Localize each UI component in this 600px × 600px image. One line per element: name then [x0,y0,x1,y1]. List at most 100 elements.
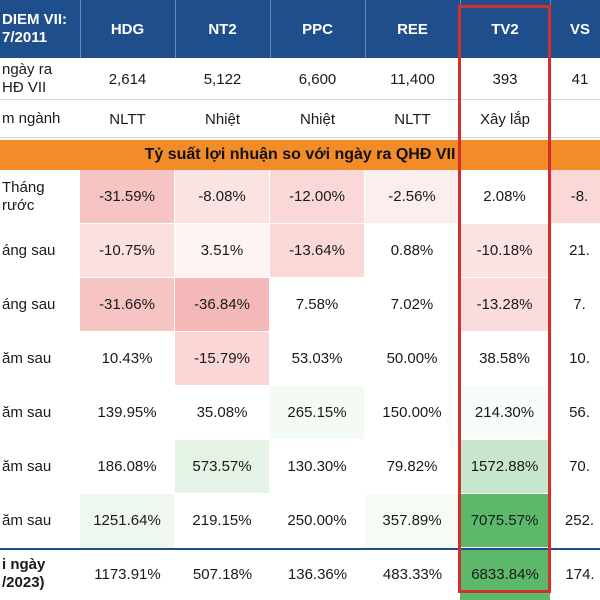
row-divider [0,137,600,138]
row-label: ăm sau [0,440,80,494]
return-value-cell: 265.15% [270,386,365,440]
row-label-line: Tháng [2,179,45,196]
header-row: DIEM VII: 7/2011 HDG NT2 PPC REE TV2 VS [0,0,600,58]
return-value-cell: 573.57% [175,440,270,494]
return-value-cell: 186.08% [80,440,175,494]
row-label-line: ăm sau [2,404,52,421]
return-row: ăm sau 10.43% -15.79% 53.03% 50.00% 38.58% 10. [0,332,600,386]
info-value: Xây lắp [479,110,531,128]
return-value-cell: -8.08% [175,170,270,224]
return-value-cell: 53.03% [270,332,365,386]
return-value-cell: -31.59% [80,170,175,224]
info-value: 2,614 [108,70,147,88]
return-value-cell: 1572.88% [460,440,550,494]
row-label-line: rước [2,197,35,214]
return-value-cell: 139.95% [80,386,175,440]
row-label-line: /2023) [2,574,45,591]
info-value: NLTT [109,110,146,128]
return-row: áng sau -10.75% 3.51% -13.64% 0.88% -10.18% 21… [0,224,600,278]
return-value-cell: 1251.64% [80,494,175,548]
info-value: NLTT [394,110,431,128]
return-value-cell: 79.82% [365,440,460,494]
row-label-line: i ngày [2,556,46,573]
row-label-line: áng sau [2,242,56,259]
row-label-line: ăm sau [2,458,52,475]
return-value-cell: 214.30% [460,386,550,440]
row-label: áng sau [0,278,80,332]
row-label: ngày ra HĐ VII [0,58,80,100]
header-label: DIEM VII: 7/2011 [0,0,80,58]
return-row: ăm sau 1251.64% 219.15% 250.00% 357.89% 7075.… [0,494,600,548]
return-value-cell: -31.66% [80,278,175,332]
row-label: ăm sau [0,332,80,386]
return-value-cell: 7. [550,278,600,332]
row-label: Tháng rước [0,170,80,224]
total-value-cell: 6833.84% [460,548,550,600]
return-value-cell: 10.43% [80,332,175,386]
return-value-cell: 2.08% [460,170,550,224]
section-banner: Tỷ suất lợi nhuận so với ngày ra QHĐ VII [0,140,600,170]
return-value-cell: 252. [550,494,600,548]
header-separator [460,0,461,58]
info-value: 5,122 [203,70,242,88]
total-value-cell: 1173.91% [80,548,175,600]
return-value-cell: 38.58% [460,332,550,386]
return-value-cell: 35.08% [175,386,270,440]
return-value-cell: 50.00% [365,332,460,386]
row-label-line: áng sau [2,296,56,313]
return-row: Tháng rước -31.59% -8.08% -12.00% -2.56% 2.08%… [0,170,600,224]
header-separator [270,0,271,58]
row-label-line: ăm sau [2,350,52,367]
return-value-cell: 150.00% [365,386,460,440]
info-value [550,100,600,138]
return-value-cell: 21. [550,224,600,278]
total-divider [0,548,600,550]
total-value-cell: 174. [550,548,600,600]
header-label-line: DIEM VII: [2,11,68,28]
ticker-header: REE [365,0,460,58]
info-value: 393 [492,70,518,88]
info-row: m ngành NLTT Nhiệt Nhiệt NLTT Xây lắp [0,100,600,138]
info-value: Nhiệt [204,110,241,128]
info-value: 41 [571,70,589,88]
return-value-cell: 219.15% [175,494,270,548]
info-row: ngày ra HĐ VII 2,614 5,122 6,600 11,400 393 41 [0,58,600,100]
return-row: áng sau -31.66% -36.84% 7.58% 7.02% -13.28% 7. [0,278,600,332]
total-value-cell: 507.18% [175,548,270,600]
row-label: ăm sau [0,386,80,440]
return-value-cell: -2.56% [365,170,460,224]
row-label: m ngành [0,100,80,138]
return-value-cell: 70. [550,440,600,494]
info-value: 6,600 [298,70,337,88]
row-label: i ngày/2023) [0,548,80,600]
return-value-cell: 7075.57% [460,494,550,548]
ticker-header: VS [550,0,600,58]
return-value-cell: -12.00% [270,170,365,224]
return-value-cell: 250.00% [270,494,365,548]
ticker-header: PPC [270,0,365,58]
row-label-line: ngày ra [2,61,53,78]
header-label-line: 7/2011 [2,29,48,46]
total-row: i ngày/2023) 1173.91% 507.18% 136.36% 483.33… [0,548,600,600]
return-row: ăm sau 186.08% 573.57% 130.30% 79.82% 1572.88… [0,440,600,494]
return-value-cell: -10.18% [460,224,550,278]
return-value-cell: 130.30% [270,440,365,494]
row-label-line: HĐ VII [2,79,47,96]
total-value-cell: 136.36% [270,548,365,600]
row-label: ăm sau [0,494,80,548]
ticker-header: TV2 [460,0,550,58]
ticker-header: NT2 [175,0,270,58]
ticker-header: HDG [80,0,175,58]
return-value-cell: 3.51% [175,224,270,278]
row-label: áng sau [0,224,80,278]
row-label-line: m ngành [2,110,61,127]
return-value-cell: -13.28% [460,278,550,332]
header-separator [550,0,551,58]
header-separator [175,0,176,58]
return-value-cell: 7.02% [365,278,460,332]
return-value-cell: -10.75% [80,224,175,278]
return-value-cell: 357.89% [365,494,460,548]
return-value-cell: -36.84% [175,278,270,332]
return-value-cell: -8. [550,170,600,224]
total-value-cell: 483.33% [365,548,460,600]
